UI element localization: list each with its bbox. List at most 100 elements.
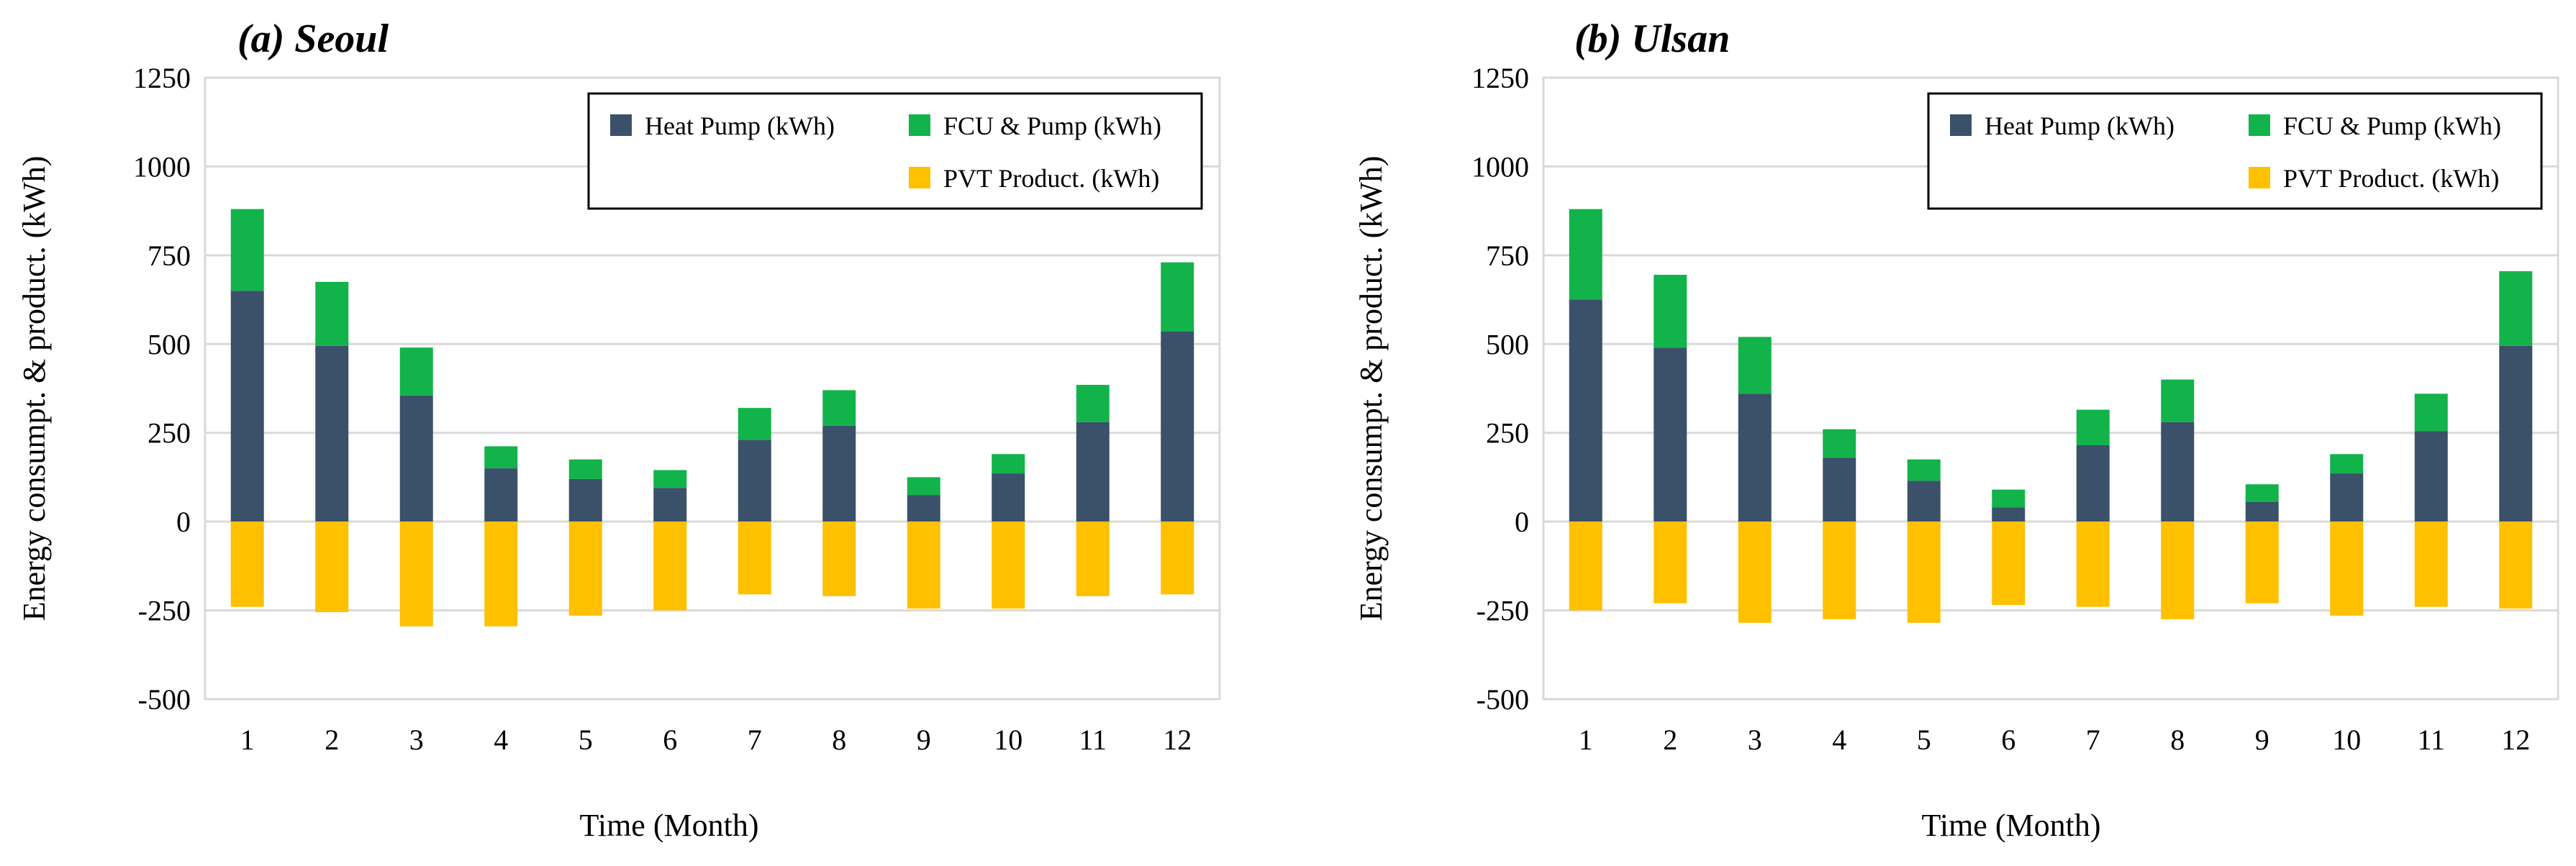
bar-fcu-pump-1 [1569, 209, 1602, 300]
x-tick-label: 4 [1832, 724, 1846, 756]
bar-fcu-pump-1 [230, 209, 264, 291]
plot-area [204, 76, 1221, 701]
y-tick-label: -250 [138, 595, 191, 627]
legend-swatch-fcu-pump [909, 114, 930, 136]
bar-pvt-product-11 [1076, 521, 1110, 596]
bar-fcu-pump-10 [2330, 454, 2364, 474]
x-tick-label: 4 [494, 724, 508, 756]
bar-heat-pump-5 [1907, 480, 1941, 522]
bar-fcu-pump-11 [2414, 393, 2448, 432]
bar-pvt-product-12 [1161, 521, 1194, 595]
bar-heat-pump-11 [2414, 431, 2448, 522]
bar-fcu-pump-11 [1076, 385, 1110, 422]
x-tick-label: 8 [832, 724, 846, 756]
x-tick-label: 2 [325, 724, 339, 756]
bar-fcu-pump-4 [484, 446, 518, 469]
y-tick-label: 500 [148, 328, 191, 360]
chart-title: (a) Seoul [237, 17, 389, 61]
y-tick-label: 0 [176, 506, 191, 538]
bar-heat-pump-10 [2330, 473, 2364, 522]
bar-fcu-pump-8 [2161, 379, 2195, 422]
x-tick-label: 7 [748, 724, 762, 756]
plot-area [1542, 76, 2559, 701]
y-tick-label: -500 [138, 683, 191, 716]
bar-fcu-pump-10 [992, 454, 1025, 474]
bar-heat-pump-8 [2161, 421, 2195, 522]
bar-fcu-pump-4 [1823, 429, 1856, 458]
bar-heat-pump-9 [2245, 501, 2279, 522]
bar-heat-pump-4 [1823, 457, 1856, 522]
x-tick-label: 11 [1079, 724, 1107, 756]
bar-fcu-pump-6 [653, 470, 687, 488]
bar-pvt-product-10 [992, 521, 1025, 609]
x-tick-label: 8 [2170, 724, 2185, 756]
bar-heat-pump-1 [230, 291, 264, 522]
bar-pvt-product-2 [315, 521, 349, 613]
x-tick-label: 9 [917, 724, 931, 756]
y-tick-label: -250 [1477, 595, 1529, 627]
bar-heat-pump-2 [1654, 347, 1687, 522]
bar-pvt-product-6 [653, 521, 687, 611]
y-tick-label: 250 [148, 417, 191, 450]
bar-fcu-pump-9 [907, 477, 940, 496]
x-tick-label: 12 [2501, 724, 2530, 756]
bar-pvt-product-4 [484, 521, 518, 626]
legend-box [587, 92, 1203, 210]
legend-swatch-pvt-product [2249, 167, 2270, 188]
bar-fcu-pump-3 [1738, 337, 1772, 394]
x-axis-title: Time (Month) [1922, 808, 2101, 843]
bar-heat-pump-6 [653, 488, 687, 522]
legend-label-fcu-pump: FCU & Pump (kWh) [943, 111, 1161, 140]
legend-label-fcu-pump: FCU & Pump (kWh) [2283, 111, 2501, 140]
bar-fcu-pump-5 [1907, 459, 1941, 481]
bar-pvt-product-10 [2330, 521, 2364, 616]
bar-fcu-pump-9 [2245, 484, 2279, 502]
bar-heat-pump-12 [1161, 332, 1194, 522]
bar-pvt-product-9 [2245, 521, 2279, 603]
y-tick-label: 1250 [1471, 62, 1529, 94]
legend-box [1927, 92, 2543, 210]
bar-pvt-product-11 [2414, 521, 2448, 607]
bar-fcu-pump-3 [399, 347, 433, 396]
bar-fcu-pump-8 [822, 390, 856, 426]
x-tick-label: 3 [409, 724, 424, 756]
bar-pvt-product-8 [822, 521, 856, 596]
bar-heat-pump-10 [992, 473, 1025, 522]
legend-label-pvt-product: PVT Product. (kWh) [2283, 164, 2499, 193]
x-tick-label: 12 [1163, 724, 1192, 756]
bar-fcu-pump-12 [1161, 262, 1194, 332]
bar-pvt-product-5 [1907, 521, 1941, 623]
x-tick-label: 1 [1579, 724, 1593, 756]
bar-pvt-product-8 [2161, 521, 2195, 619]
y-tick-label: 1000 [1471, 150, 1529, 183]
bar-pvt-product-2 [1654, 521, 1687, 603]
legend-swatch-fcu-pump [2249, 114, 2270, 136]
bar-pvt-product-5 [568, 521, 602, 616]
bar-heat-pump-1 [1569, 299, 1602, 522]
y-tick-label: 500 [1486, 328, 1529, 360]
x-tick-label: 10 [2332, 724, 2361, 756]
bar-heat-pump-2 [315, 345, 349, 522]
bar-heat-pump-9 [907, 495, 940, 522]
bar-pvt-product-1 [1569, 521, 1602, 611]
legend-swatch-heat-pump [610, 114, 632, 136]
bar-heat-pump-8 [822, 425, 856, 522]
bar-pvt-product-3 [1738, 521, 1772, 623]
y-tick-label: 0 [1515, 506, 1529, 538]
bar-pvt-product-1 [230, 521, 264, 607]
chart-title: (b) Ulsan [1574, 17, 1730, 61]
bar-pvt-product-9 [907, 521, 940, 609]
bar-fcu-pump-6 [1992, 489, 2026, 508]
bar-heat-pump-3 [1738, 393, 1772, 522]
x-tick-label: 11 [2417, 724, 2445, 756]
bar-heat-pump-12 [2499, 345, 2533, 522]
bar-pvt-product-7 [2076, 521, 2110, 607]
x-tick-label: 6 [2001, 724, 2015, 756]
x-tick-label: 5 [579, 724, 593, 756]
x-tick-label: 3 [1748, 724, 1762, 756]
bar-heat-pump-7 [2076, 445, 2110, 522]
y-axis-title: Energy consumpt. & product. (kWh) [17, 156, 52, 621]
bar-pvt-product-12 [2499, 521, 2533, 609]
bar-pvt-product-6 [1992, 521, 2026, 606]
